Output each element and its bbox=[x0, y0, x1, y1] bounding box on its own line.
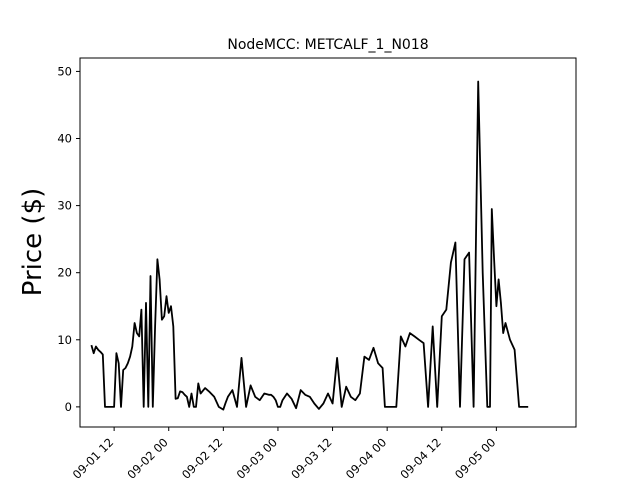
y-tick-label: 40 bbox=[57, 132, 72, 146]
x-tick-label: 09-03 00 bbox=[234, 435, 280, 480]
y-tick-label: 30 bbox=[57, 199, 72, 213]
x-tick-label: 09-02 00 bbox=[124, 435, 170, 480]
x-tick-label: 09-03 12 bbox=[288, 435, 334, 480]
y-axis: 0 10 20 30 40 50 bbox=[57, 64, 80, 414]
y-axis-label: Price ($) bbox=[18, 188, 48, 297]
y-tick-label: 20 bbox=[57, 266, 72, 280]
y-tick-label: 10 bbox=[57, 333, 72, 347]
y-tick-label: 0 bbox=[65, 400, 72, 414]
price-series-line bbox=[90, 80, 529, 411]
x-axis: 09-01 12 09-02 00 09-02 12 09-03 00 09-03 12… bbox=[70, 427, 498, 480]
plot-area-frame bbox=[79, 57, 577, 428]
x-tick-label: 09-01 12 bbox=[70, 435, 116, 480]
x-tick-label: 09-04 00 bbox=[343, 435, 389, 480]
x-tick-label: 09-05 00 bbox=[452, 435, 498, 480]
y-tick-label: 50 bbox=[57, 64, 72, 78]
x-tick-label: 09-04 12 bbox=[397, 435, 443, 480]
x-tick-label: 09-02 12 bbox=[179, 435, 225, 480]
chart-title: NodeMCC: METCALF_1_N018 bbox=[227, 37, 428, 53]
